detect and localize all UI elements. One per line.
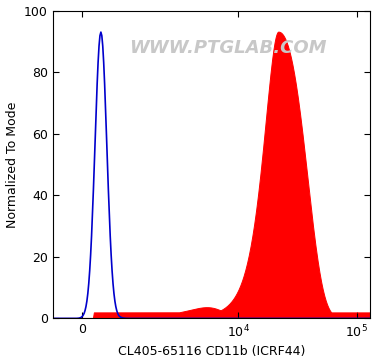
Y-axis label: Normalized To Mode: Normalized To Mode: [6, 101, 18, 228]
Text: WWW.PTGLAB.COM: WWW.PTGLAB.COM: [129, 39, 326, 56]
X-axis label: CL405-65116 CD11b (ICRF44): CL405-65116 CD11b (ICRF44): [118, 345, 305, 359]
